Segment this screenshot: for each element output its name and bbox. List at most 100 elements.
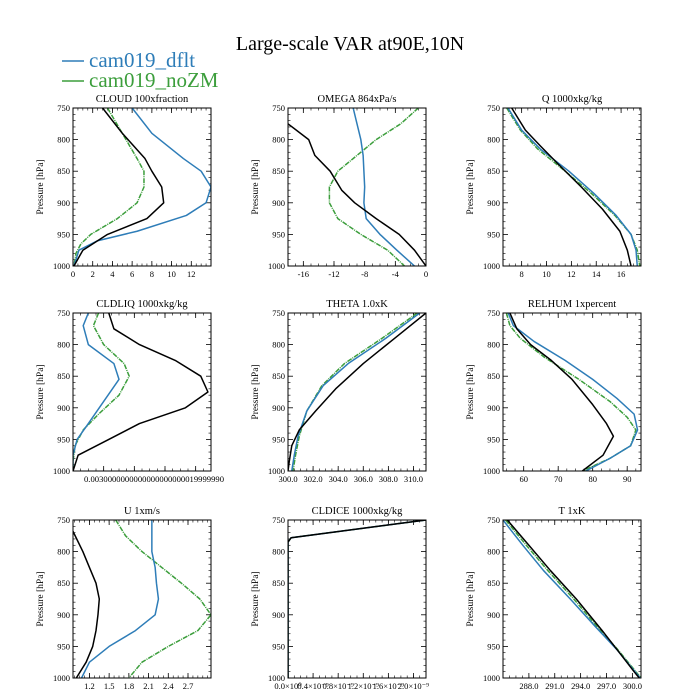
- y-tick-label: 850: [57, 166, 70, 176]
- panel-7: CLDICE 1000xkg/kg Pressure [hPa] 750 800 850…: [251, 506, 429, 691]
- x-tick-label: -4: [392, 269, 400, 279]
- x-tick-label: 0: [424, 269, 428, 279]
- series-line-cam019_noZM: [505, 313, 637, 471]
- y-tick-label: 800: [272, 135, 285, 145]
- x-tick-label: 1.6×10⁻⁹: [373, 681, 404, 691]
- x-tick-label: -16: [298, 269, 309, 279]
- x-tick-label: 304.0: [329, 474, 348, 484]
- y-tick-label: 800: [487, 340, 500, 350]
- panel-title: CLDICE 1000xkg/kg: [312, 506, 403, 517]
- y-tick-label: 950: [487, 229, 500, 239]
- y-tick-label: 800: [487, 135, 500, 145]
- y-tick-label: 750: [57, 515, 70, 525]
- y-tick-label: 850: [272, 166, 285, 176]
- panel-title: Q 1000xkg/kg: [542, 94, 603, 105]
- panel-frame: [72, 107, 212, 267]
- series-line-cam019_noZM: [505, 520, 641, 678]
- y-tick-label: 950: [57, 229, 70, 239]
- legend-label-0: cam019_dflt: [89, 48, 195, 72]
- x-tick-label: 14: [592, 269, 601, 279]
- y-tick-label: 900: [57, 610, 70, 620]
- series-line-cam019_dflt: [503, 520, 641, 678]
- series-line-cam019_noZM: [292, 313, 418, 471]
- series-line-cam019_noZM: [328, 108, 419, 266]
- x-tick-label: 16: [617, 269, 626, 279]
- series-line-cam019_dflt: [73, 313, 120, 471]
- x-tick-label: 10: [167, 269, 176, 279]
- y-tick-label: 800: [57, 135, 70, 145]
- y-tick-label: 850: [272, 371, 285, 381]
- y-tick-label: 850: [487, 578, 500, 588]
- series-line-cam019_dflt: [352, 108, 416, 266]
- x-tick-label: 60: [519, 474, 528, 484]
- y-tick-label: 900: [57, 403, 70, 413]
- y-tick-label: 750: [272, 308, 285, 318]
- x-tick-label: 308.0: [379, 474, 398, 484]
- series-line-cam019_noZM: [115, 520, 211, 678]
- panel-frame: [287, 312, 427, 472]
- y-tick-label: 800: [487, 547, 500, 557]
- x-tick-label: 310.0: [404, 474, 423, 484]
- y-axis-label: Pressure [hPa]: [466, 159, 476, 214]
- y-tick-label: 950: [272, 641, 285, 651]
- x-tick-label: 288.0: [519, 681, 538, 691]
- y-axis-label: Pressure [hPa]: [36, 571, 46, 626]
- panel-frame: [72, 312, 212, 472]
- y-tick-label: 1000: [483, 673, 500, 683]
- x-tick-label: 2.4: [163, 681, 174, 691]
- x-tick-label: 12: [567, 269, 576, 279]
- panel-0: CLOUD 100xfraction Pressure [hPa] 750 800 85…: [36, 94, 212, 279]
- x-tick-label: 300.0: [278, 474, 297, 484]
- x-tick-label: 1.8: [124, 681, 135, 691]
- series-line-cam019_dflt: [80, 520, 160, 678]
- y-tick-label: 1000: [268, 673, 285, 683]
- x-tick-label: 300.0: [623, 681, 642, 691]
- y-tick-label: 850: [487, 371, 500, 381]
- y-tick-label: 750: [272, 103, 285, 113]
- y-tick-label: 1000: [483, 261, 500, 271]
- series-line-reference: [288, 123, 426, 266]
- panel-title: U 1xm/s: [124, 506, 160, 517]
- y-axis-label: Pressure [hPa]: [466, 364, 476, 419]
- x-tick-label: 302.0: [304, 474, 323, 484]
- panel-title: THETA 1.0xK: [326, 299, 388, 310]
- x-tick-label: 4: [110, 269, 115, 279]
- x-tick-label: 2.0×10⁻⁹: [398, 681, 429, 691]
- y-tick-label: 800: [57, 340, 70, 350]
- series-line-cam019_dflt: [291, 313, 421, 471]
- series-line-reference: [511, 108, 632, 266]
- y-tick-label: 900: [272, 610, 285, 620]
- panel-frame: [287, 107, 427, 267]
- y-tick-label: 1000: [483, 466, 500, 476]
- x-tick-label: 297.0: [597, 681, 616, 691]
- x-tick-label: 8: [520, 269, 524, 279]
- y-tick-label: 850: [57, 371, 70, 381]
- panel-title: OMEGA 864xPa/s: [317, 94, 396, 105]
- series-line-cam019_noZM: [506, 108, 641, 266]
- figure-title: Large-scale VAR at90E,10N: [236, 33, 464, 55]
- y-axis-label: Pressure [hPa]: [251, 159, 261, 214]
- y-tick-label: 950: [57, 641, 70, 651]
- y-tick-label: 950: [487, 434, 500, 444]
- y-tick-label: 1000: [268, 261, 285, 271]
- y-tick-label: 1000: [53, 466, 70, 476]
- x-tick-label: 0.8×10⁻⁹: [322, 681, 353, 691]
- series-line-cam019_noZM: [288, 520, 426, 678]
- y-axis-label: Pressure [hPa]: [36, 364, 46, 419]
- panel-6: U 1xm/s Pressure [hPa] 750 800 850 900 950 1000…: [36, 506, 212, 691]
- y-tick-label: 950: [272, 229, 285, 239]
- x-tick-label: 70: [554, 474, 563, 484]
- panel-4: THETA 1.0xK Pressure [hPa] 750 800 850 900 950…: [251, 299, 427, 484]
- y-tick-label: 900: [272, 403, 285, 413]
- x-tick-label: 1.2×10⁻⁹: [348, 681, 379, 691]
- y-tick-label: 850: [272, 578, 285, 588]
- x-tick-label: 2.1: [143, 681, 154, 691]
- series-line-cam019_noZM: [73, 108, 145, 266]
- y-tick-label: 900: [272, 198, 285, 208]
- y-tick-label: 900: [487, 403, 500, 413]
- x-tick-label: 12: [187, 269, 196, 279]
- series-line-cam019_dflt: [507, 108, 639, 266]
- x-tick-label: -8: [361, 269, 368, 279]
